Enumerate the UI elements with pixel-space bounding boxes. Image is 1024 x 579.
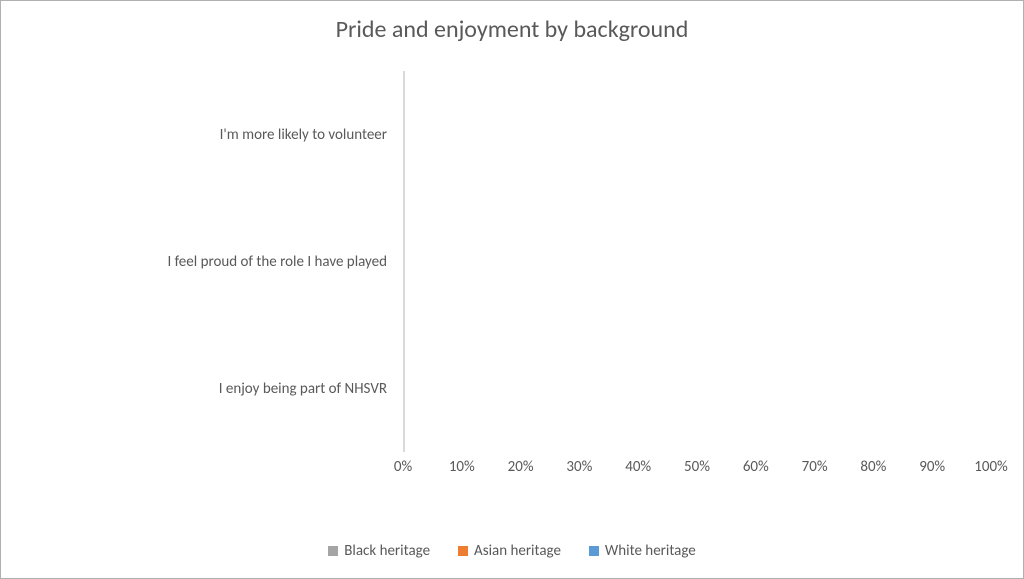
legend-item: Black heritage — [328, 542, 430, 560]
gridline — [404, 71, 405, 452]
y-axis-label: I enjoy being part of NHSVR — [37, 380, 387, 398]
chart-container: Pride and enjoyment by background I'm mo… — [0, 0, 1024, 579]
legend: Black heritage Asian heritage White herita… — [1, 542, 1023, 560]
plot-outer: I'm more likely to volunteer I feel proud… — [33, 71, 991, 488]
x-tick-label: 0% — [394, 458, 412, 476]
x-tick-label: 80% — [860, 458, 886, 476]
x-tick-label: 20% — [508, 458, 534, 476]
x-tick-label: 70% — [802, 458, 828, 476]
x-tick-label: 30% — [566, 458, 592, 476]
legend-item: White heritage — [589, 542, 696, 560]
legend-label: Black heritage — [344, 542, 430, 560]
x-tick-label: 50% — [684, 458, 710, 476]
legend-label: Asian heritage — [474, 542, 561, 560]
legend-swatch — [328, 546, 338, 556]
y-axis-label: I'm more likely to volunteer — [37, 126, 387, 144]
x-tick-label: 60% — [743, 458, 769, 476]
plot-area: I'm more likely to volunteer I feel proud… — [33, 71, 404, 452]
chart-title: Pride and enjoyment by background — [1, 15, 1023, 44]
x-tick-label: 40% — [625, 458, 651, 476]
legend-swatch — [589, 546, 599, 556]
x-axis: 0%10%20%30%40%50%60%70%80%90%100% — [403, 452, 991, 488]
x-tick-label: 90% — [919, 458, 945, 476]
y-axis-label: I feel proud of the role I have played — [37, 253, 387, 271]
x-tick-label: 10% — [449, 458, 475, 476]
x-tick-label: 100% — [974, 458, 1008, 476]
legend-item: Asian heritage — [458, 542, 561, 560]
legend-swatch — [458, 546, 468, 556]
y-axis-labels: I'm more likely to volunteer I feel proud… — [33, 71, 403, 452]
legend-label: White heritage — [605, 542, 696, 560]
bars-region — [403, 71, 404, 452]
